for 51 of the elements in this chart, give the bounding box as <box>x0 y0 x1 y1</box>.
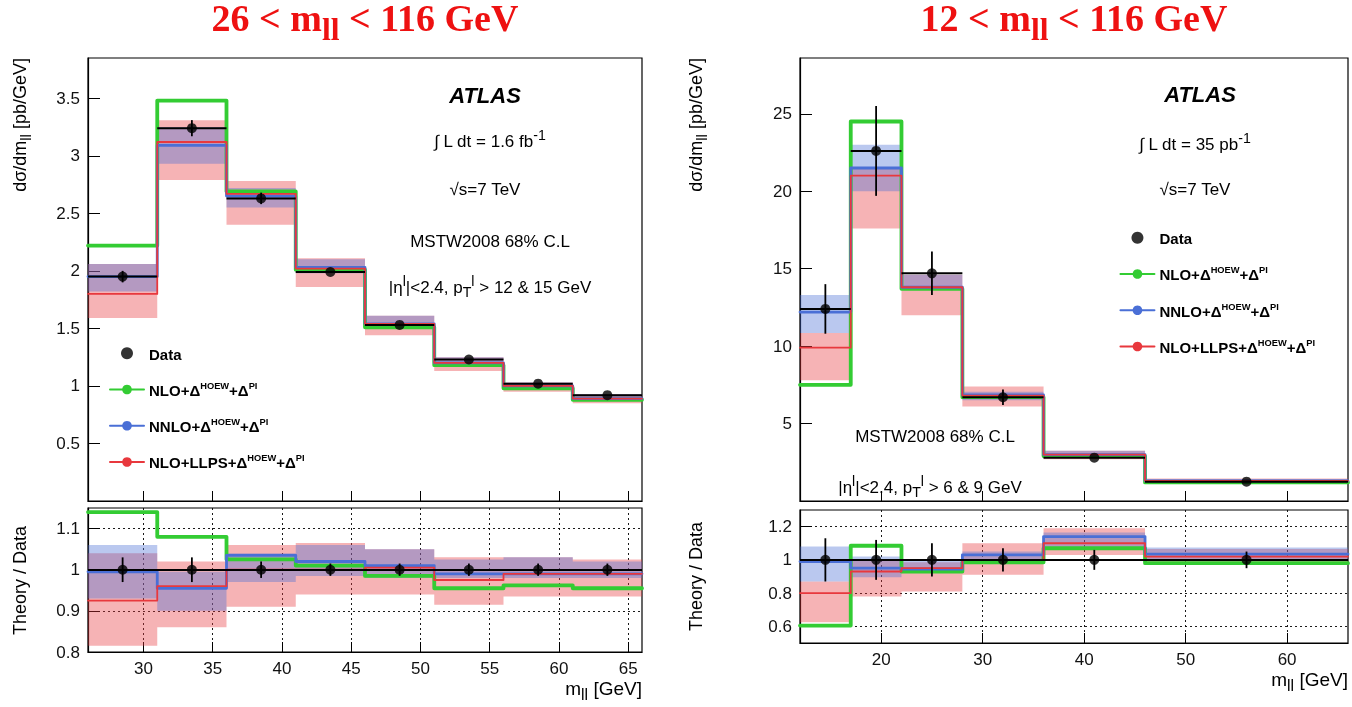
y-axis-title: Theory / Data <box>686 522 707 632</box>
y-tick-label: 1 <box>70 376 80 396</box>
y-tick-label: 15 <box>773 259 792 279</box>
y-tick-label: 1 <box>782 550 792 570</box>
y-tick-label: 3 <box>70 146 80 166</box>
y-tick-label: 1.5 <box>56 318 80 338</box>
annotation: ∫ L dt = 35 pb$^{-1}$ <box>1139 130 1251 156</box>
y-tick-label: 10 <box>773 336 792 356</box>
x-tick-label: 35 <box>203 659 223 678</box>
x-tick-label: 20 <box>871 650 891 669</box>
x-axis-title: m$_{ll}$ [GeV] <box>565 678 642 705</box>
y-tick-label: 1.2 <box>768 517 792 537</box>
y-tick-label: 1.1 <box>56 519 80 539</box>
y-tick-label: 20 <box>773 181 792 201</box>
legend-label: Data <box>149 345 183 363</box>
y-tick-label: 3.5 <box>56 88 80 108</box>
y-tick-label: 0.6 <box>768 616 792 636</box>
annotation: ATLAS <box>1164 81 1236 109</box>
x-tick-label: 50 <box>1176 650 1196 669</box>
x-tick-label: 60 <box>1277 650 1297 669</box>
legend-label: Data <box>1159 230 1193 247</box>
x-tick-label: 40 <box>272 659 292 678</box>
x-tick-label: 60 <box>549 659 569 678</box>
annotation: |η$^{l}$|<2.4, p$_{T}$$^{l}$ > 12 & 15 GeV <box>388 272 592 302</box>
annotation: ∫ L dt = 1.6 fb$^{-1}$ <box>434 127 546 153</box>
x-tick-label: 55 <box>480 659 500 678</box>
chart-title: 12 < m$_{ll}$ < 116 GeV <box>920 0 1228 49</box>
y-tick-label: 25 <box>773 104 792 124</box>
x-tick-label: 30 <box>133 659 153 678</box>
y-axis-title: Theory / Data <box>10 525 31 635</box>
x-tick-label: 45 <box>341 659 361 678</box>
annotation: √s=7 TeV <box>449 179 521 201</box>
annotation: |η$^{l}$|<2.4, p$_{T}$$^{l}$ > 6 & 9 GeV <box>838 472 1022 502</box>
y-tick-label: 2.5 <box>56 203 80 223</box>
y-tick-label: 1 <box>70 560 80 580</box>
x-tick-label: 30 <box>973 650 993 669</box>
annotation: MSTW2008 68% C.L <box>410 231 570 253</box>
y-tick-label: 0.9 <box>56 601 80 621</box>
x-tick-label: 65 <box>618 659 638 678</box>
chart-title: 26 < m$_{ll}$ < 116 GeV <box>211 0 519 49</box>
x-axis-title: m$_{ll}$ [GeV] <box>1271 669 1348 696</box>
annotation: ATLAS <box>449 82 521 110</box>
x-tick-label: 50 <box>410 659 430 678</box>
y-tick-label: 0.8 <box>56 642 80 662</box>
y-tick-label: 0.5 <box>56 433 80 453</box>
y-tick-label: 0.8 <box>768 583 792 603</box>
annotation: MSTW2008 68% C.L <box>855 426 1015 448</box>
annotation: √s=7 TeV <box>1159 179 1231 201</box>
y-tick-label: 5 <box>782 414 792 434</box>
x-tick-label: 40 <box>1074 650 1094 669</box>
y-tick-label: 2 <box>70 261 80 281</box>
